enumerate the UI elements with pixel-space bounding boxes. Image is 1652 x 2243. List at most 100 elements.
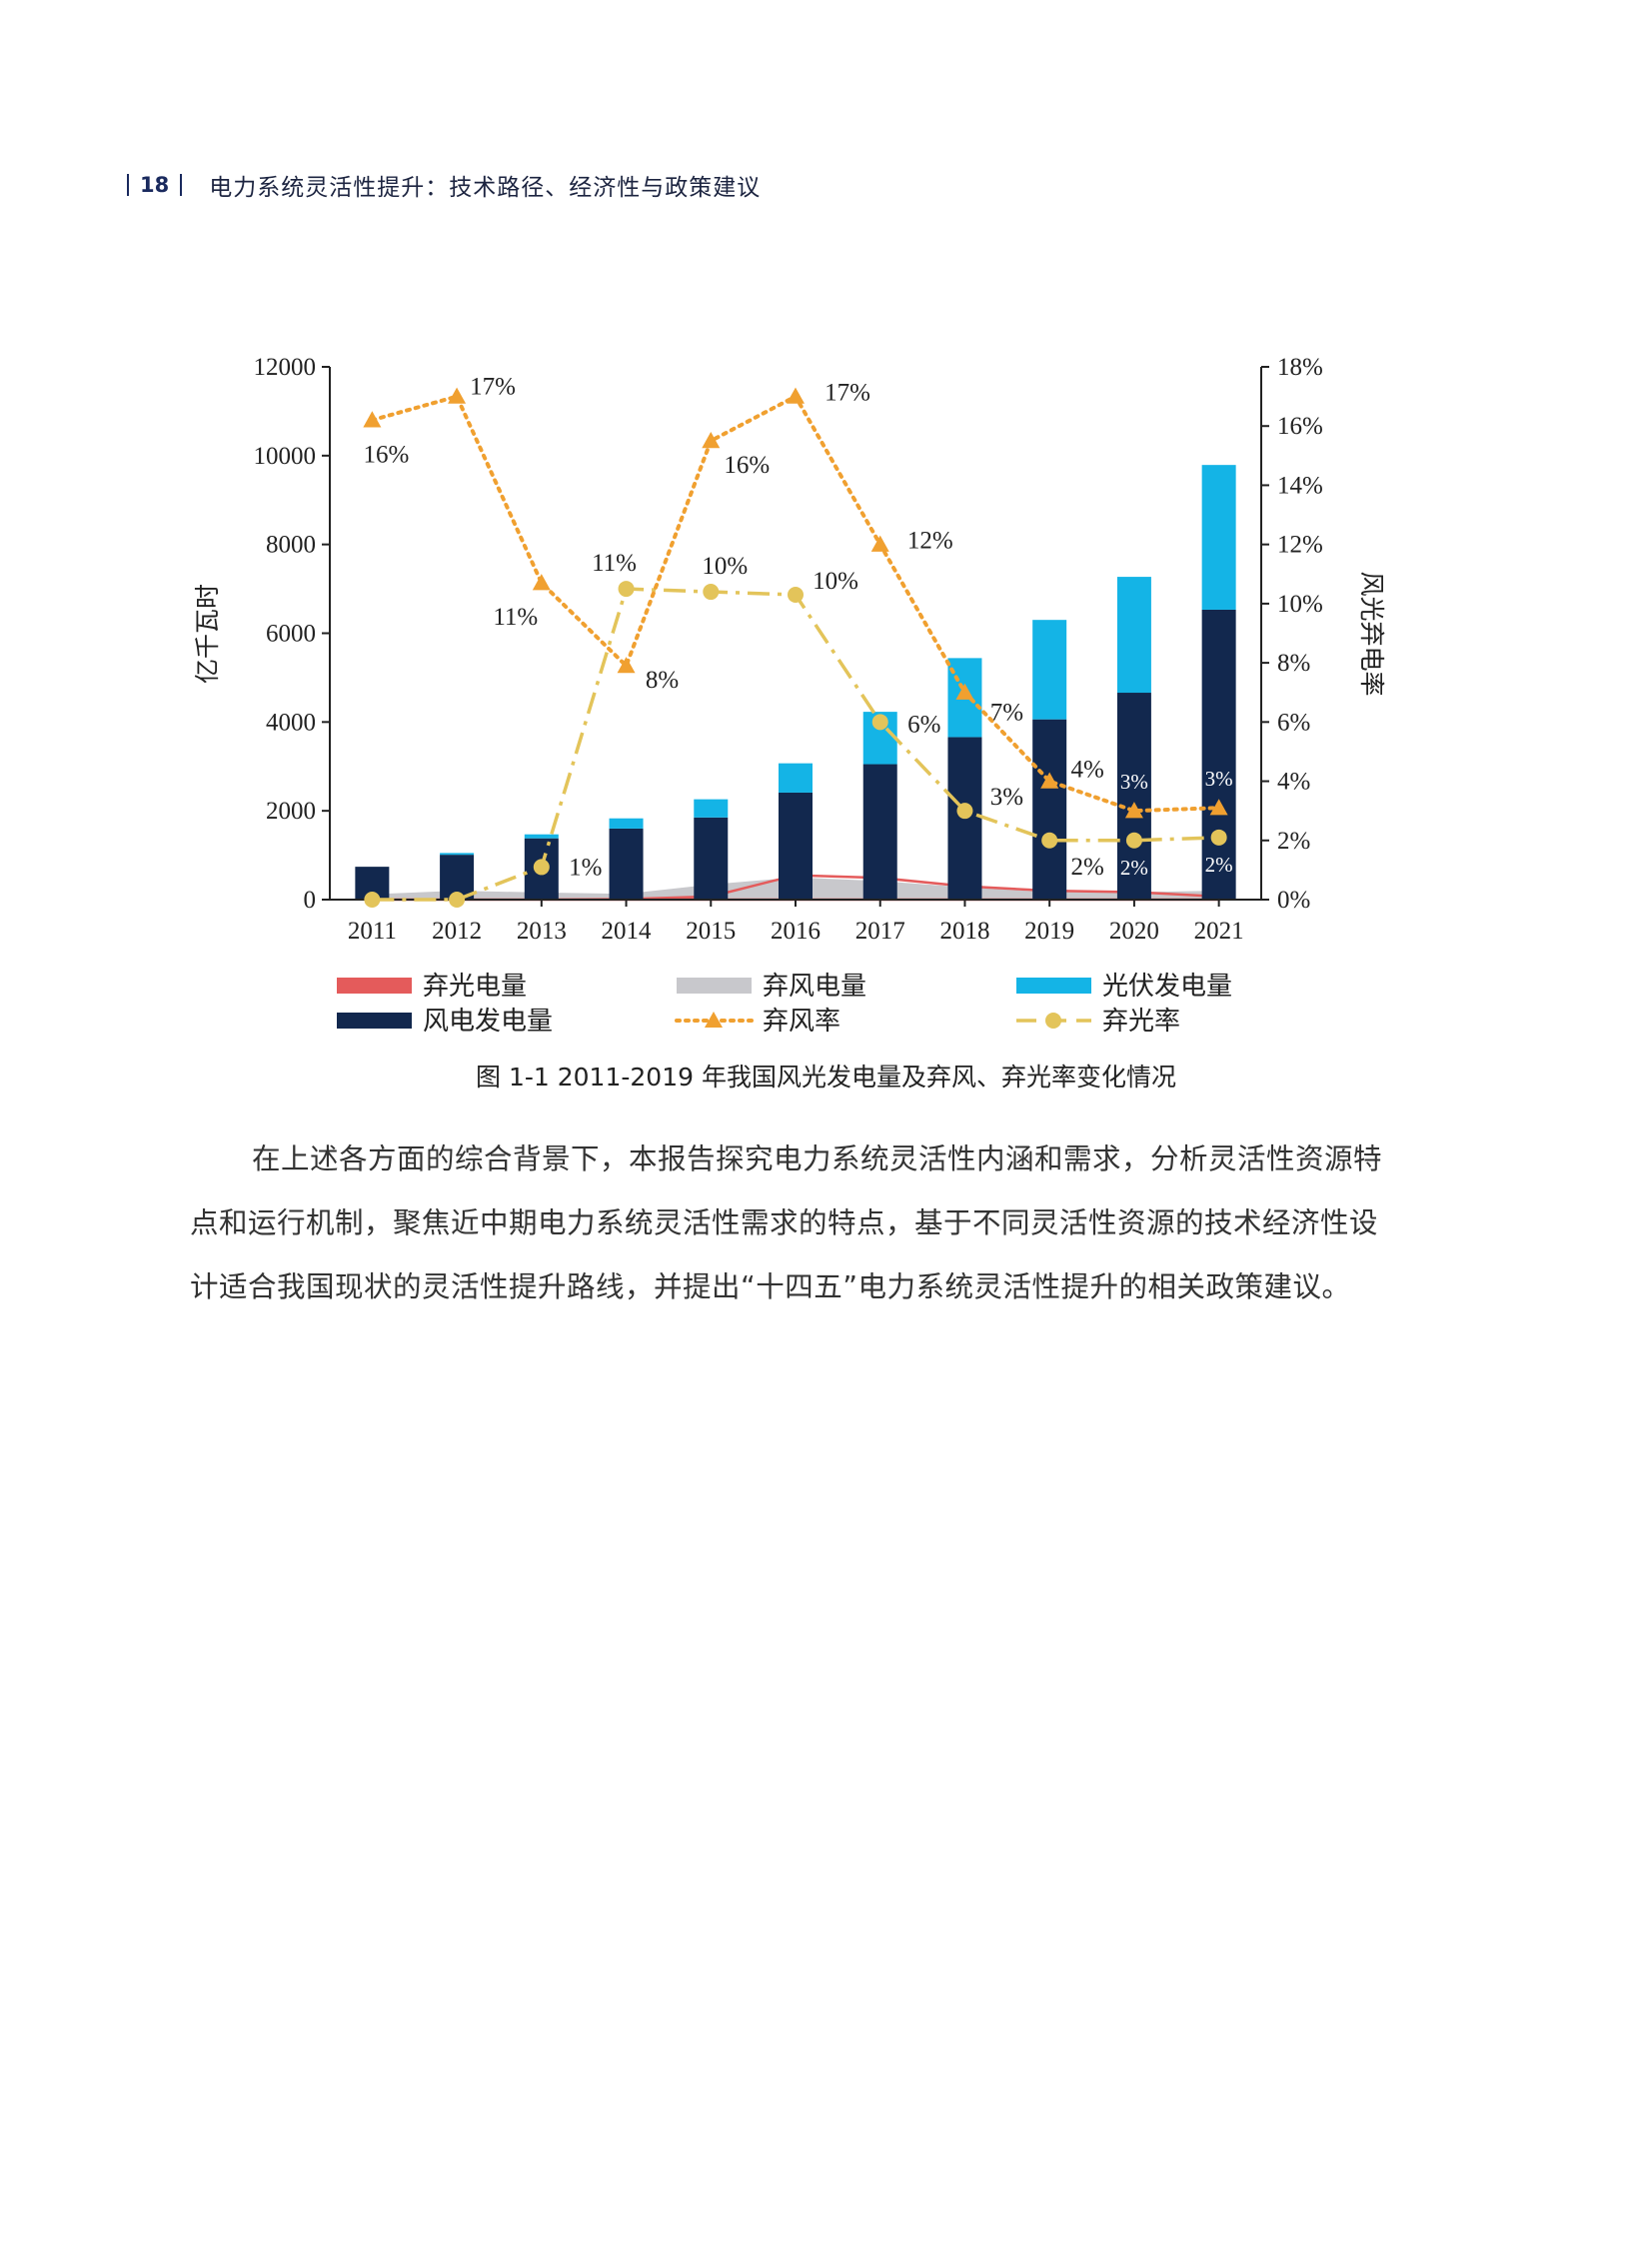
x-tick-label: 2013: [517, 918, 567, 945]
solar-rate-point: [788, 587, 804, 604]
bar-wind: [1116, 693, 1151, 900]
header-divider: [180, 174, 183, 196]
bar-solar: [779, 763, 813, 793]
wind-rate-point: [532, 574, 551, 591]
legend-swatch-solar: [1016, 978, 1091, 994]
legend-label: 光伏发电量: [1102, 972, 1232, 1001]
bar-solar: [1032, 620, 1067, 720]
bar-solar: [440, 853, 475, 856]
solar-rate-label: 2%: [1120, 856, 1148, 880]
header-title: 电力系统灵活性提升：技术路径、经济性与政策建议: [209, 175, 762, 201]
running-header: 18 电力系统灵活性提升：技术路径、经济性与政策建议: [127, 168, 761, 202]
wind-rate-label: 12%: [907, 528, 953, 555]
y-tick-label: 8000: [266, 532, 316, 559]
solar-rate-label: 2%: [1205, 853, 1233, 877]
solar-rate-point: [449, 892, 466, 908]
x-tick-label: 2021: [1194, 918, 1244, 945]
bar-wind: [862, 764, 897, 900]
bar-wind: [1032, 719, 1067, 900]
wind-rate-label: 3%: [1120, 770, 1148, 794]
legend-marker-wind-rate: [705, 1012, 723, 1028]
y-axis-label: 亿千瓦时: [194, 584, 222, 684]
solar-rate-label: 11%: [592, 550, 637, 577]
solar-rate-point: [618, 581, 635, 598]
legend-label: 弃光电量: [423, 972, 527, 1001]
x-tick-label: 2020: [1109, 918, 1159, 945]
wind-rate-point: [617, 657, 636, 674]
x-tick-label: 2016: [771, 918, 821, 945]
legend-swatch-wind: [337, 1013, 412, 1029]
wind-rate-point: [955, 683, 974, 700]
bar-solar: [609, 818, 644, 829]
y2-tick-label: 8%: [1277, 650, 1310, 677]
y-tick-label: 2000: [266, 798, 316, 825]
y2-tick-label: 10%: [1277, 591, 1323, 618]
wind-rate-label: 4%: [1071, 757, 1104, 784]
bar-solar: [1116, 577, 1151, 694]
wind-rate-label: 11%: [493, 604, 538, 631]
solar-rate-point: [871, 714, 888, 731]
y-tick-label: 6000: [266, 621, 316, 648]
x-tick-label: 2015: [686, 918, 736, 945]
wind-rate-label: 16%: [363, 441, 409, 468]
solar-rate-point: [956, 803, 973, 820]
legend-swatch-wind-curtailment: [677, 978, 752, 994]
wind-rate-point: [702, 432, 721, 449]
y-tick-label: 4000: [266, 709, 316, 736]
bar-solar: [1201, 465, 1236, 610]
solar-rate-label: 2%: [1071, 854, 1104, 881]
legend-marker-solar-rate: [1045, 1013, 1061, 1029]
x-tick-label: 2011: [348, 918, 397, 945]
x-tick-label: 2012: [432, 918, 482, 945]
solar-rate-point: [364, 892, 381, 908]
bar-solar: [694, 799, 729, 818]
solar-rate-point: [1125, 832, 1142, 849]
header-divider: [127, 174, 129, 196]
bar-wind: [779, 792, 813, 900]
wind-rate-point: [448, 387, 467, 404]
wind-rate-point: [363, 411, 382, 428]
y2-tick-label: 12%: [1277, 532, 1323, 559]
y2-tick-label: 0%: [1277, 887, 1310, 914]
y-tick-label: 12000: [254, 354, 317, 381]
solar-rate-point: [1210, 829, 1227, 846]
figure-caption: 图 1-1 2011-2019 年我国风光发电量及弃风、弃光率变化情况: [476, 1063, 1176, 1092]
bar-wind: [609, 828, 644, 900]
wind-rate-label: 17%: [470, 374, 516, 401]
body-paragraph: 在上述各方面的综合背景下，本报告探究电力系统灵活性内涵和需求，分析灵活性资源特点…: [190, 1127, 1389, 1319]
solar-rate-label: 10%: [702, 553, 748, 580]
combo-chart: 0 2000 4000 6000 8000 10000 12000 0% 2% 4% 6% 8% 10%…: [194, 354, 1385, 1036]
wind-rate-label: 8%: [646, 667, 679, 694]
solar-rate-label: 6%: [907, 711, 940, 738]
wind-rate-label: 7%: [990, 700, 1023, 727]
solar-rate-point: [703, 584, 720, 601]
solar-rate-point: [533, 859, 550, 876]
solar-rate-point: [1041, 832, 1058, 849]
wind-rate-point: [787, 387, 805, 404]
y2-tick-label: 16%: [1277, 413, 1323, 440]
legend-label: 弃风率: [763, 1007, 840, 1036]
page-number: 18: [140, 173, 170, 197]
legend-label: 弃光率: [1102, 1007, 1180, 1036]
bar-wind: [694, 817, 729, 900]
wind-rate-label: 17%: [825, 380, 870, 407]
y2-axis-label: 风光弃电率: [1357, 571, 1385, 696]
x-tick-label: 2018: [939, 918, 989, 945]
solar-rate-label: 1%: [569, 854, 602, 881]
wind-rate-point: [870, 535, 889, 552]
legend-label: 风电发电量: [423, 1007, 553, 1036]
body-paragraph-text: 在上述各方面的综合背景下，本报告探究电力系统灵活性内涵和需求，分析灵活性资源特点…: [190, 1142, 1383, 1303]
bar-solar: [524, 834, 559, 839]
y2-tick-label: 2%: [1277, 828, 1310, 855]
y-tick-label: 0: [304, 887, 317, 914]
legend-label: 弃风电量: [763, 972, 866, 1001]
y2-tick-label: 6%: [1277, 709, 1310, 736]
x-tick-label: 2017: [855, 918, 905, 945]
wind-rate-point: [1040, 772, 1059, 789]
x-tick-label: 2019: [1024, 918, 1074, 945]
wind-rate-point: [1124, 802, 1143, 819]
wind-rate-point: [1209, 799, 1228, 816]
y2-tick-label: 18%: [1277, 354, 1323, 381]
x-tick-label: 2014: [602, 918, 653, 945]
wind-rate-label: 3%: [1205, 767, 1233, 791]
